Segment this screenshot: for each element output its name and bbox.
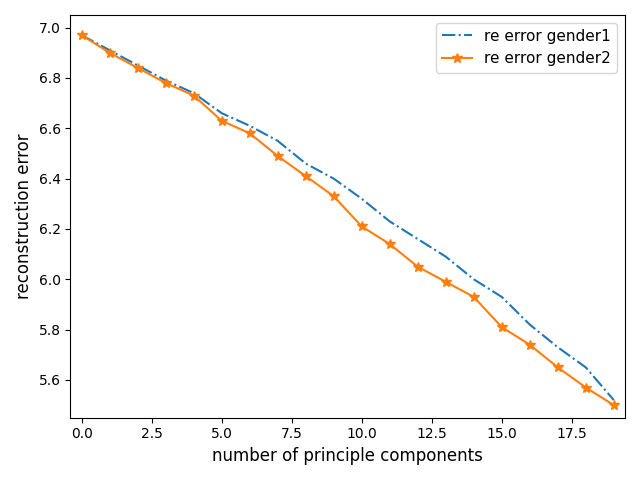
re error gender1	[610, 397, 618, 403]
re error gender2	[78, 32, 86, 38]
re error gender1	[134, 62, 141, 68]
re error gender1	[218, 110, 225, 116]
re error gender1	[246, 123, 253, 129]
re error gender2	[414, 264, 422, 270]
re error gender2	[442, 279, 449, 285]
X-axis label: number of principle components: number of principle components	[212, 447, 483, 465]
re error gender1	[414, 236, 422, 242]
re error gender2	[554, 364, 562, 370]
Y-axis label: reconstruction error: reconstruction error	[15, 133, 33, 299]
re error gender1	[190, 90, 198, 96]
re error gender2	[190, 93, 198, 98]
re error gender1	[386, 218, 394, 224]
re error gender1	[358, 196, 365, 202]
re error gender2	[470, 294, 477, 300]
re error gender1	[526, 322, 534, 327]
re error gender2	[302, 173, 310, 179]
re error gender1	[106, 48, 113, 53]
Legend: re error gender1, re error gender2: re error gender1, re error gender2	[436, 23, 618, 72]
re error gender1	[470, 276, 477, 282]
re error gender2	[330, 193, 337, 199]
re error gender1	[330, 176, 337, 181]
Line: re error gender1: re error gender1	[82, 35, 614, 400]
re error gender2	[218, 118, 225, 123]
re error gender1	[554, 344, 562, 350]
re error gender1	[78, 32, 86, 38]
re error gender1	[274, 138, 282, 144]
re error gender2	[386, 241, 394, 247]
re error gender2	[162, 80, 170, 86]
re error gender2	[498, 324, 506, 330]
re error gender2	[246, 131, 253, 136]
re error gender2	[358, 224, 365, 229]
re error gender1	[442, 254, 449, 260]
re error gender2	[582, 384, 589, 390]
re error gender2	[526, 342, 534, 348]
re error gender1	[162, 78, 170, 84]
re error gender1	[302, 161, 310, 167]
re error gender1	[582, 364, 589, 370]
re error gender2	[134, 65, 141, 71]
re error gender2	[106, 50, 113, 56]
re error gender2	[610, 402, 618, 408]
re error gender1	[498, 294, 506, 300]
Line: re error gender2: re error gender2	[77, 30, 619, 410]
re error gender2	[274, 153, 282, 159]
